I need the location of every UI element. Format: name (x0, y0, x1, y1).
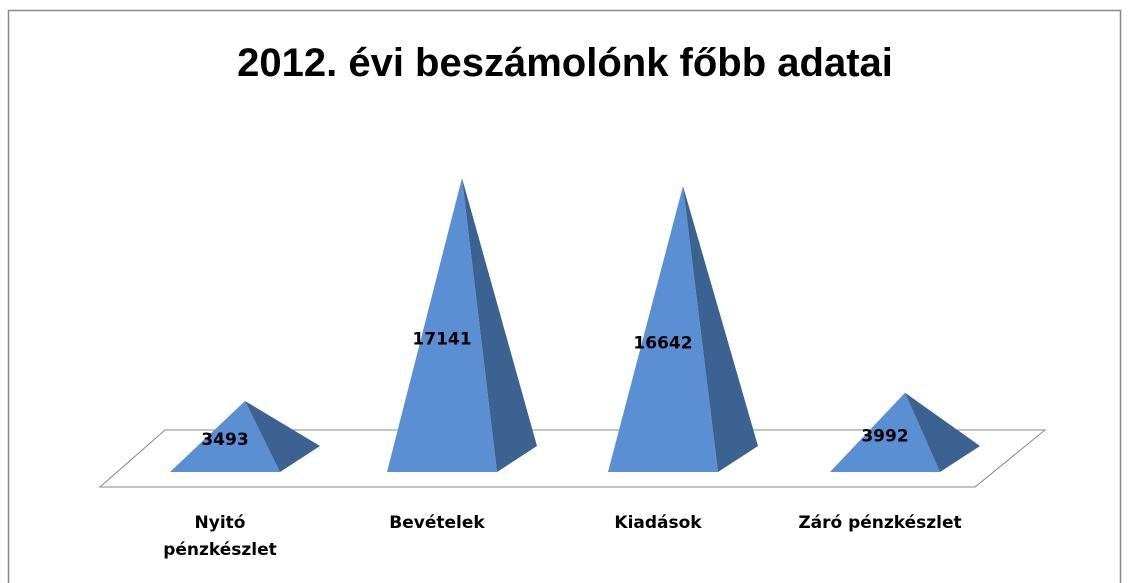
pyramid-side (245, 400, 320, 472)
pyramid-front (170, 400, 280, 472)
chart-border (7, 9, 1122, 583)
x-tick-label: Bevételek (389, 513, 485, 533)
pyramid-front (830, 392, 940, 472)
floor (98, 429, 1047, 488)
x-tick-label: Kiadások (614, 513, 702, 533)
pyramid-side (462, 178, 537, 472)
pyramid (608, 186, 758, 472)
value-label: 17141 (412, 330, 471, 350)
pyramid (387, 178, 537, 472)
pyramid-side (683, 186, 758, 472)
value-label: 3992 (861, 426, 908, 446)
x-tick-label: Nyitó pénzkészlet (163, 513, 277, 560)
value-label: 16642 (633, 333, 692, 353)
x-tick-label: Záró pénzkészlet (798, 513, 962, 533)
chart-title: 2012. évi beszámolónk főbb adatai (237, 41, 893, 85)
pyramid (170, 400, 320, 472)
pyramid-front (608, 186, 718, 472)
pyramid (830, 392, 980, 472)
value-label: 3493 (201, 430, 248, 450)
pyramid-front (387, 178, 497, 472)
pyramid-side (905, 392, 980, 472)
